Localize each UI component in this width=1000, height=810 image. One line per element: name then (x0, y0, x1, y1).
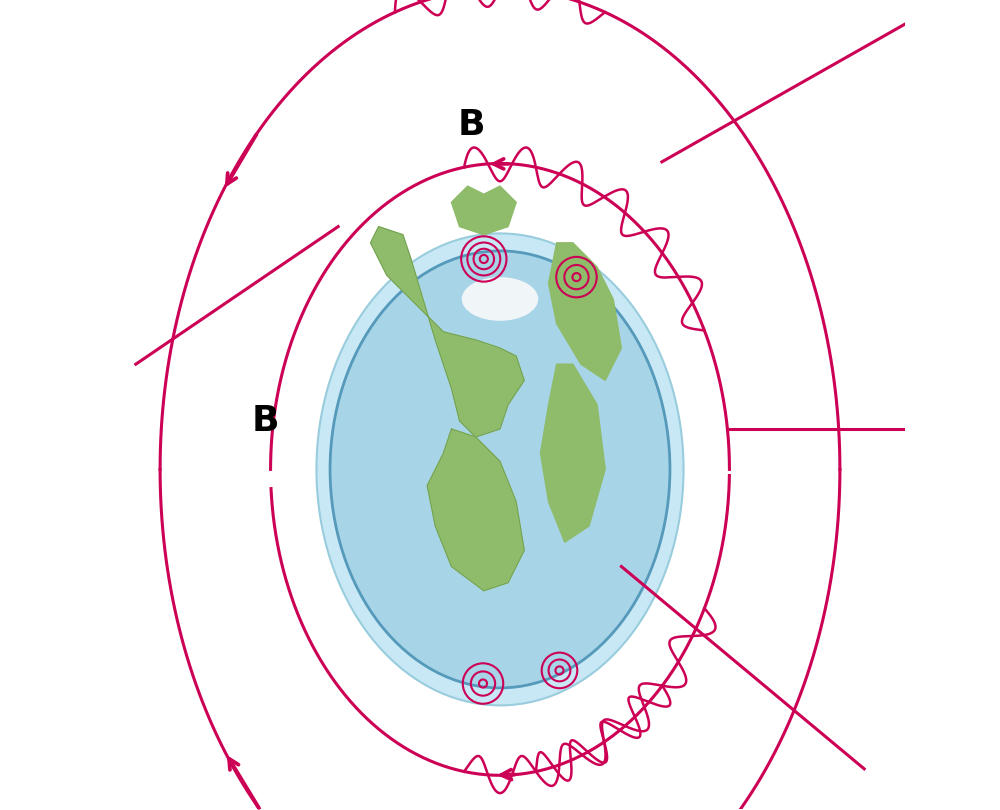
Ellipse shape (316, 233, 684, 706)
Polygon shape (451, 186, 516, 235)
Text: B: B (458, 109, 485, 143)
Polygon shape (540, 364, 605, 542)
Ellipse shape (462, 277, 538, 321)
Polygon shape (371, 227, 524, 437)
Polygon shape (549, 243, 621, 381)
Ellipse shape (330, 251, 670, 688)
Text: B: B (252, 404, 279, 438)
Polygon shape (427, 429, 524, 590)
